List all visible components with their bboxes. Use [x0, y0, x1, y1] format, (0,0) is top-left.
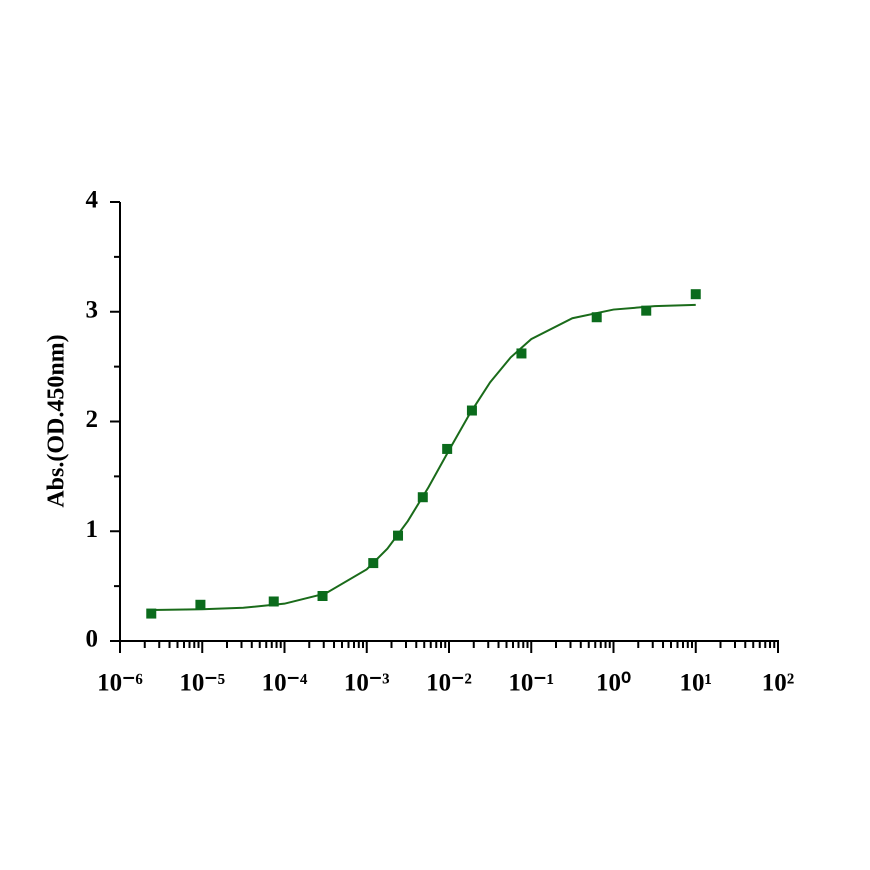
data-point [690, 289, 701, 300]
y-tick-label: 1 [86, 516, 99, 543]
data-point [146, 608, 157, 619]
data-point [466, 405, 477, 416]
y-tick-label: 3 [86, 296, 99, 323]
data-point [317, 591, 328, 602]
y-tick-label: 0 [86, 626, 99, 653]
data-point [393, 530, 404, 541]
data-point [268, 596, 279, 607]
x-tick-label: 10⁻³ [344, 670, 390, 697]
x-tick-label: 10⁻⁵ [179, 670, 225, 697]
x-tick-label: 10² [762, 670, 795, 697]
x-tick-label: 10⁻⁶ [97, 670, 143, 697]
y-axis-title: Abs.(OD.450nm) [44, 334, 70, 507]
y-tick-label: 4 [86, 187, 99, 214]
fit-curve [152, 303, 696, 611]
data-point [641, 305, 652, 316]
x-tick-label: 10⁻⁴ [262, 670, 308, 697]
x-tick-label: 10⁰ [596, 670, 631, 697]
x-tick-label: 10¹ [680, 670, 713, 697]
data-point [591, 312, 602, 323]
data-point [417, 492, 428, 503]
data-point [442, 443, 453, 454]
y-tick-label: 2 [86, 406, 99, 433]
data-point [195, 599, 206, 610]
data-point [516, 348, 527, 359]
data-point [368, 558, 379, 569]
x-tick-label: 10⁻² [426, 670, 472, 697]
x-tick-label: 10⁻¹ [508, 670, 554, 697]
